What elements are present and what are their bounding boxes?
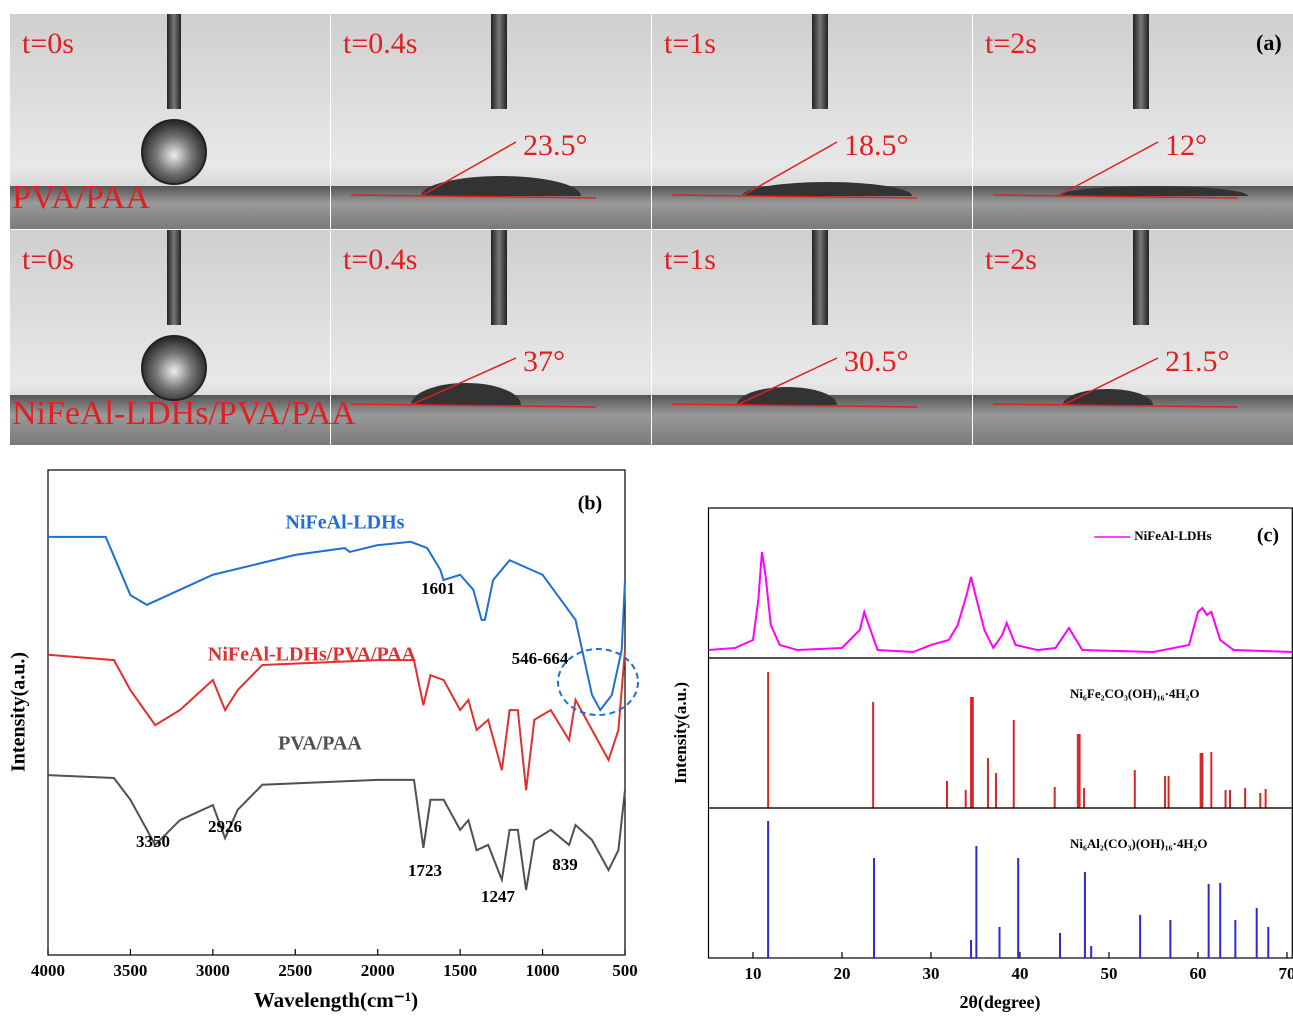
tangent-line xyxy=(1062,357,1159,406)
x-tick-label: 3500 xyxy=(113,961,147,980)
highlight-circle xyxy=(557,648,639,716)
x-tick-label: 70 xyxy=(1278,964,1293,983)
x-tick-label: 30 xyxy=(922,964,939,983)
photo-frame: 12° t=2s xyxy=(973,14,1293,229)
needle xyxy=(491,230,507,325)
droplet xyxy=(421,176,581,196)
time-label: t=0s xyxy=(22,27,74,60)
droplet xyxy=(742,182,912,196)
data-line xyxy=(47,649,626,791)
photo-frame: 18.5° t=1s xyxy=(652,14,972,229)
contact-angle: 12° xyxy=(1165,129,1207,162)
time-label: t=2s xyxy=(985,243,1037,276)
x-tick-label: 500 xyxy=(612,961,638,980)
contact-angle: 37° xyxy=(523,345,565,378)
droplet xyxy=(141,119,207,185)
x-tick-label: 2000 xyxy=(361,961,395,980)
photo-frame: 23.5° t=0.4s xyxy=(331,14,651,229)
baseline xyxy=(992,194,1239,199)
series-label: NiFeAl-LDHs/PVA/PAA xyxy=(208,644,417,666)
x-axis-label: 2θ(degree) xyxy=(959,992,1040,1013)
data-line xyxy=(48,535,626,712)
time-label: t=1s xyxy=(664,243,716,276)
needle xyxy=(812,14,828,109)
peak-annotation: 1247 xyxy=(481,887,516,906)
peak-annotation: 2926 xyxy=(208,817,242,836)
x-axis-label: Wavelength(cm⁻¹) xyxy=(254,988,418,1012)
baseline xyxy=(671,194,918,199)
sample-label: PVA/PAA xyxy=(12,179,150,216)
peak-annotation: 546-664 xyxy=(512,649,569,668)
series-label: Ni₆Fe₂CO₃(OH)₁₆·4H₂O xyxy=(1070,686,1200,701)
time-label: t=0s xyxy=(22,243,74,276)
baseline xyxy=(671,403,918,408)
droplet xyxy=(411,383,521,405)
time-label: t=2s xyxy=(985,27,1037,60)
substrate xyxy=(10,186,330,229)
needle xyxy=(1133,230,1149,325)
plot-frame xyxy=(707,657,1293,809)
photo-frame: 21.5° t=2s xyxy=(973,230,1293,445)
tangent-line xyxy=(1057,141,1159,197)
tangent-line xyxy=(420,141,517,197)
photo-frame: t=0s xyxy=(10,14,330,229)
needle xyxy=(812,230,828,325)
x-tick-label: 2500 xyxy=(278,961,312,980)
needle xyxy=(1133,14,1149,109)
contact-angle: 23.5° xyxy=(523,129,588,162)
baseline xyxy=(350,194,597,199)
droplet xyxy=(737,387,837,405)
contact-angle: 30.5° xyxy=(844,345,909,378)
substrate xyxy=(10,395,330,445)
tangent-line xyxy=(741,141,838,197)
time-label: t=0.4s xyxy=(343,243,417,276)
photo-frame: t=0s xyxy=(10,230,330,445)
needle xyxy=(167,14,181,109)
y-axis-label: Intensity(a.u.) xyxy=(8,652,30,772)
panel-tag: (c) xyxy=(1257,525,1279,547)
x-tick-label: 1500 xyxy=(443,961,477,980)
contact-angle: 21.5° xyxy=(1165,345,1230,378)
peak-annotation: 1723 xyxy=(408,861,442,880)
series-label: NiFeAl-LDHs xyxy=(286,512,405,534)
y-axis-label: Intensity(a.u.) xyxy=(671,682,690,784)
x-tick-label: 1000 xyxy=(526,961,560,980)
data-line xyxy=(708,551,1293,654)
baseline xyxy=(992,403,1239,408)
legend-label: NiFeAl-LDHs xyxy=(1134,528,1211,543)
droplet xyxy=(1058,186,1248,196)
photo-frame: 37° t=0.4s xyxy=(331,230,651,445)
series-label: PVA/PAA xyxy=(278,733,362,755)
data-line xyxy=(47,774,626,891)
baseline xyxy=(350,403,597,408)
peak-annotation: 1601 xyxy=(421,579,455,598)
x-tick-label: 60 xyxy=(1189,964,1206,983)
time-label: t=1s xyxy=(664,27,716,60)
x-tick-label: 40 xyxy=(1011,964,1028,983)
peak-annotation: 3350 xyxy=(136,832,170,851)
plot-frame xyxy=(47,469,626,956)
droplet xyxy=(1063,389,1153,405)
droplet xyxy=(141,335,207,401)
x-tick-label: 20 xyxy=(833,964,850,983)
peak-annotation: 839 xyxy=(552,855,578,874)
x-tick-label: 4000 xyxy=(31,961,65,980)
x-tick-label: 50 xyxy=(1100,964,1117,983)
photo-frame: 30.5° t=1s xyxy=(652,230,972,445)
panel-tag: (a) xyxy=(1256,30,1282,55)
sample-label: NiFeAl-LDHs/PVA/PAA xyxy=(12,395,356,432)
x-tick-label: 3000 xyxy=(196,961,230,980)
needle xyxy=(491,14,507,109)
series-label: Ni₆Al₂(CO₃)(OH)₁₆·4H₂O xyxy=(1070,836,1207,851)
contact-angle: 18.5° xyxy=(844,129,909,162)
x-tick-label: 10 xyxy=(744,964,761,983)
tangent-line xyxy=(410,357,517,406)
needle xyxy=(167,230,181,325)
tangent-line xyxy=(736,357,838,406)
time-label: t=0.4s xyxy=(343,27,417,60)
panel-tag: (b) xyxy=(578,493,602,515)
